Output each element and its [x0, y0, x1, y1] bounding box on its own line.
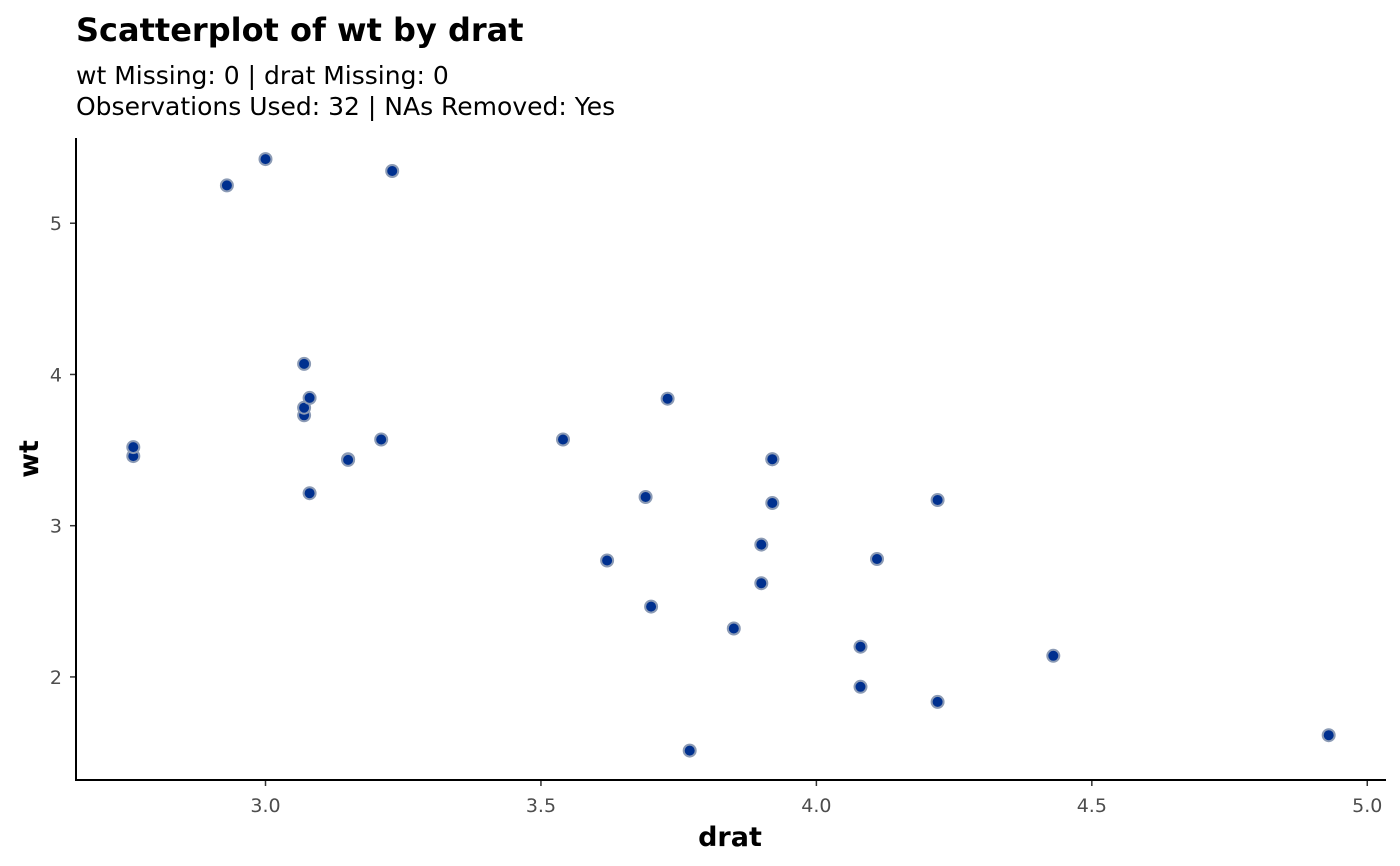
- x-tick-label: 4.5: [1077, 795, 1107, 817]
- x-tick-label: 3.5: [526, 795, 556, 817]
- scatter-point: [385, 164, 400, 178]
- scatter-point: [302, 486, 317, 501]
- y-tick-label: 2: [50, 667, 62, 689]
- scatter-point: [870, 552, 884, 566]
- scatter-point: [930, 694, 945, 709]
- scatter-point: [754, 576, 769, 591]
- scatter-point: [644, 599, 659, 614]
- data-points: [126, 152, 1336, 758]
- scatter-point: [1046, 648, 1061, 663]
- scatter-point: [853, 639, 868, 654]
- scatter-point: [126, 440, 141, 455]
- scatter-point: [1321, 728, 1336, 743]
- scatter-point: [930, 493, 945, 507]
- scatter-point: [853, 679, 868, 694]
- scatter-point: [258, 152, 273, 167]
- y-axis-title: wt: [14, 440, 45, 478]
- scatter-point: [556, 432, 570, 447]
- x-tick-label: 5.0: [1352, 795, 1382, 817]
- x-axis-ticks: 3.0 3.5 4.0 4.5 5.0: [250, 780, 1382, 817]
- y-tick-label: 5: [50, 213, 62, 235]
- chart-subtitle-line-2: Observations Used: 32 | NAs Removed: Yes: [76, 92, 615, 121]
- y-tick-label: 4: [50, 364, 62, 386]
- y-axis-ticks: 2 3 4 5: [50, 213, 76, 689]
- scatter-point: [726, 621, 741, 636]
- scatter-point: [600, 553, 615, 568]
- scatter-point: [682, 743, 697, 758]
- scatter-point: [374, 432, 389, 447]
- chart-title: Scatterplot of wt by drat: [76, 11, 524, 49]
- scatter-point: [297, 356, 312, 371]
- scatter-point: [638, 490, 653, 504]
- x-axis-title: drat: [698, 822, 762, 853]
- scatter-point: [341, 452, 356, 467]
- x-tick-label: 3.0: [250, 795, 280, 817]
- y-tick-label: 3: [50, 516, 62, 538]
- x-tick-label: 4.0: [801, 795, 831, 817]
- scatter-point: [765, 452, 780, 467]
- scatter-point: [765, 496, 780, 510]
- scatter-point: [219, 178, 234, 193]
- chart-subtitle-line-1: wt Missing: 0 | drat Missing: 0: [76, 61, 449, 90]
- scatter-point: [754, 537, 769, 552]
- scatter-point: [660, 391, 675, 406]
- scatter-point: [302, 390, 317, 405]
